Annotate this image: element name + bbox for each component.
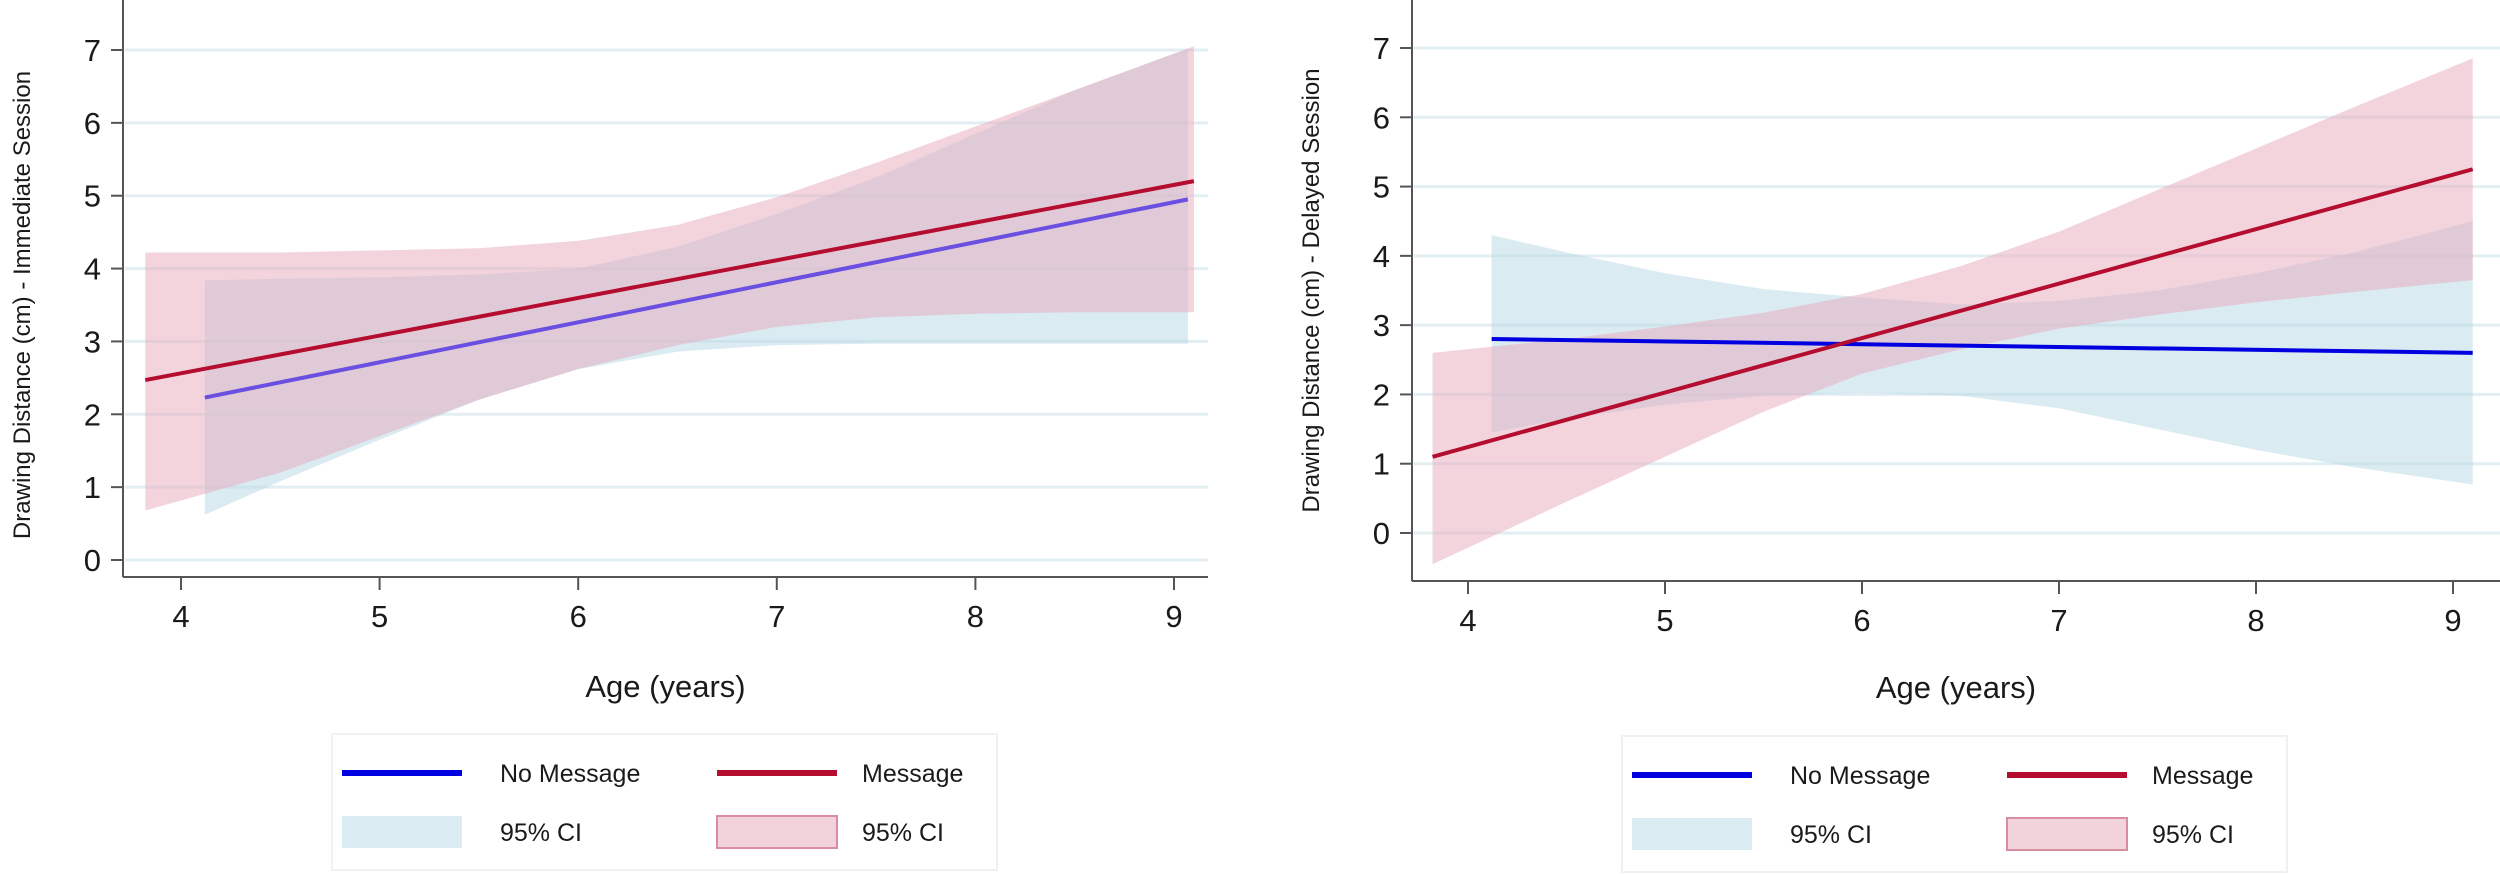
fit-lines: [1432, 167, 2474, 459]
y-tick-label: 3: [1373, 308, 1390, 343]
chart-delayed-session: 0 1 2 3 4 5 6 7 4 5 6 7 8 9 Age (years) Drawing Dist…: [1298, 0, 2500, 873]
legend-label: 95% CI: [2152, 821, 2234, 849]
y-tick-label: 4: [84, 252, 101, 287]
axes: [1411, 0, 2500, 582]
x-axis-title: Age (years): [1876, 670, 2036, 705]
legend-label: 95% CI: [500, 819, 582, 847]
legend-label: 95% CI: [862, 819, 944, 847]
legend-swatch-area: [2006, 817, 2128, 851]
legend: No Message Message 95% CI 95% CI: [1621, 735, 2288, 873]
y-tick-label: 7: [1373, 31, 1390, 66]
y-tick-label: 0: [1373, 516, 1390, 551]
legend-label: 95% CI: [1790, 821, 1872, 849]
legend-label: Message: [862, 760, 963, 788]
x-tick-label: 8: [2247, 603, 2264, 638]
legend-item: No Message: [1632, 762, 1930, 790]
legend: No Message Message 95% CI 95% CI: [331, 733, 998, 871]
y-tick-label: 2: [1373, 377, 1390, 412]
legend-box: [331, 733, 998, 871]
y-axis-ticks: 0 1 2 3 4 5 6 7: [1373, 31, 1412, 551]
y-tick-label: 1: [84, 470, 101, 505]
chart-immediate-session: 0 1 2 3 4 5 6 7 4 5 6 7 8 9 Age (years) Drawing Dist…: [9, 0, 1208, 871]
x-tick-label: 8: [967, 599, 984, 634]
legend-item: No Message: [342, 760, 640, 788]
y-tick-label: 6: [1373, 100, 1390, 135]
legend-swatch-area: [342, 816, 462, 848]
x-tick-label: 7: [2050, 603, 2067, 638]
line-no-message: [1491, 337, 2473, 355]
y-tick-label: 2: [84, 397, 101, 432]
legend-item: 95% CI: [342, 816, 582, 848]
x-tick-label: 9: [2444, 603, 2461, 638]
axes: [122, 0, 1208, 578]
legend-label: Message: [2152, 762, 2253, 790]
x-tick-label: 6: [1853, 603, 1870, 638]
legend-swatch-area: [1632, 818, 1752, 850]
line-message: [1432, 167, 2474, 459]
x-tick-label: 5: [371, 599, 388, 634]
y-axis-title: Drawing Distance (cm) - Delayed Session: [1298, 68, 1325, 512]
x-axis-title: Age (years): [585, 669, 745, 704]
legend-swatch-line: [717, 770, 837, 776]
legend-item: 95% CI: [2006, 817, 2234, 851]
x-tick-label: 5: [1656, 603, 1673, 638]
legend-swatch-area: [716, 815, 838, 849]
y-tick-label: 1: [1373, 447, 1390, 482]
y-tick-label: 5: [84, 179, 101, 214]
y-tick-label: 3: [84, 324, 101, 359]
y-tick-label: 5: [1373, 170, 1390, 205]
x-axis-ticks: 4 5 6 7 8 9: [1459, 581, 2462, 638]
legend-label: No Message: [500, 760, 640, 788]
y-tick-label: 6: [84, 106, 101, 141]
y-axis-title: Drawing Distance (cm) - Immediate Sessio…: [9, 71, 36, 539]
y-tick-label: 4: [1373, 239, 1390, 274]
y-tick-label: 7: [84, 33, 101, 68]
x-tick-label: 4: [1459, 603, 1476, 638]
legend-box: [1621, 735, 2288, 873]
x-tick-label: 4: [172, 599, 189, 634]
legend-swatch-line: [342, 770, 462, 776]
legend-label: No Message: [1790, 762, 1930, 790]
legend-swatch-line: [1632, 772, 1752, 778]
x-tick-label: 7: [768, 599, 785, 634]
y-tick-label: 0: [84, 543, 101, 578]
legend-item: 95% CI: [1632, 818, 1872, 850]
ci-bands: [145, 46, 1194, 515]
legend-item: Message: [2007, 762, 2253, 790]
x-tick-label: 6: [570, 599, 587, 634]
legend-swatch-line: [2007, 772, 2127, 778]
legend-item: 95% CI: [716, 815, 944, 849]
fit-lines: [144, 179, 1195, 400]
line-no-message: [204, 197, 1189, 400]
y-axis-ticks: 0 1 2 3 4 5 6 7: [84, 33, 123, 578]
x-tick-label: 9: [1165, 599, 1182, 634]
ci-band-message: [145, 46, 1194, 511]
legend-item: Message: [717, 760, 963, 788]
line-message: [144, 179, 1195, 383]
x-axis-ticks: 4 5 6 7 8 9: [172, 577, 1183, 634]
